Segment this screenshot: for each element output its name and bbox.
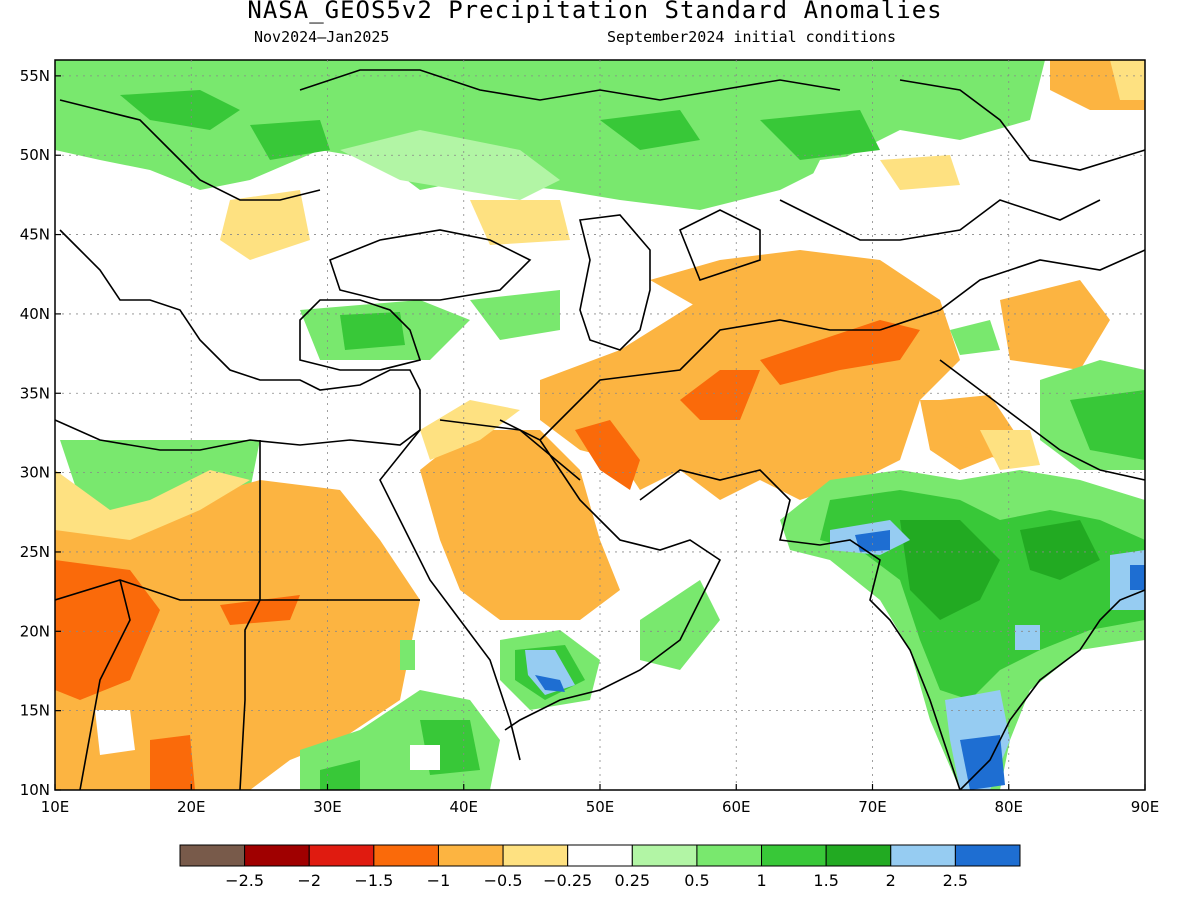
anomaly-wet-oman <box>640 580 720 670</box>
colorbar-label: 0.25 <box>614 871 650 890</box>
anomaly-wet-europe-core <box>250 120 330 160</box>
colorbar-label: −0.5 <box>484 871 523 890</box>
colorbar-swatch <box>179 844 246 867</box>
colorbar-swatch <box>437 844 504 867</box>
lon-tick-label: 80E <box>994 798 1023 816</box>
lat-tick-label: 10N <box>20 781 50 799</box>
anomaly-neutral-chad <box>95 710 135 755</box>
lon-tick-label: 30E <box>313 798 342 816</box>
anomaly-dry-central-asia <box>650 250 940 320</box>
lat-tick-label: 40N <box>20 305 50 323</box>
anomaly-wet-caspian <box>470 290 560 340</box>
anomaly-very-wet-bangladesh-core <box>1130 565 1145 590</box>
anomaly-very-wet-yemen <box>525 650 575 695</box>
anomaly-dry-ne-corner <box>1110 60 1145 100</box>
colorbar-swatch <box>373 844 439 867</box>
colorbar-swatch <box>567 844 633 867</box>
lat-tick-label: 15N <box>20 702 50 720</box>
anomaly-wet-india-deep <box>900 520 1000 620</box>
colorbar-label: −1 <box>427 871 451 890</box>
anomaly-wet-europe-core <box>120 90 240 130</box>
anomaly-neutral-ethiopia <box>410 745 440 770</box>
colorbar-label: 0.5 <box>684 871 709 890</box>
anomaly-dry-arabia <box>420 430 620 620</box>
forecast-period: Nov2024–Jan2025 <box>254 28 390 46</box>
lon-tick-label: 60E <box>722 798 751 816</box>
colorbar-label: −0.25 <box>543 871 592 890</box>
anomaly-wet-se-asia-core <box>1070 390 1145 460</box>
colorbar-label: 2.5 <box>943 871 968 890</box>
colorbar-swatch <box>696 844 763 867</box>
anomaly-drier-chad <box>150 735 195 790</box>
lat-tick-label: 25N <box>20 543 50 561</box>
anomaly-lightwet-europe <box>340 130 560 200</box>
anomaly-lightdry-nepal <box>980 430 1040 470</box>
lat-tick-label: 35N <box>20 384 50 402</box>
lon-tick-label: 90E <box>1131 798 1160 816</box>
anomaly-dry-ural <box>880 155 960 190</box>
colorbar-swatch <box>502 844 569 867</box>
anomaly-very-wet-gujarat-core <box>855 530 890 552</box>
anomaly-very-wet-central-india <box>1015 625 1040 650</box>
lat-tick-label: 20N <box>20 622 50 640</box>
anomaly-drier-chad <box>55 560 160 700</box>
lat-tick-label: 30N <box>20 464 50 482</box>
lon-tick-label: 40E <box>449 798 478 816</box>
anomaly-dry-sahara <box>55 470 420 790</box>
anomaly-drier-hindukush <box>760 320 920 385</box>
anomaly-wet-ethiopia-core <box>320 760 360 790</box>
colorbar-label: −2 <box>297 871 321 890</box>
anomaly-wet-india-deep <box>1020 520 1100 580</box>
colorbar-label: −1.5 <box>354 871 393 890</box>
anomaly-wet-europe <box>55 60 1045 210</box>
colorbar-swatch <box>954 844 1021 867</box>
anomaly-wet-tarim <box>950 320 1000 355</box>
colorbar-swatch <box>631 844 698 867</box>
lon-tick-label: 10E <box>41 798 70 816</box>
anomaly-drier-sudan <box>220 595 300 625</box>
colorbar-label: 1 <box>756 871 766 890</box>
anomaly-wet-nile <box>400 640 415 670</box>
lon-tick-label: 20E <box>177 798 206 816</box>
coastlines <box>55 69 1145 790</box>
colorbar-swatch <box>244 844 310 867</box>
lat-tick-label: 50N <box>20 146 50 164</box>
latitude-ticks: 10N 15N 20N 25N 30N 35N 40N 45N 50N 55N <box>20 67 61 799</box>
anomaly-lightdry-sahara <box>55 470 250 540</box>
lon-tick-label: 50E <box>586 798 615 816</box>
lat-tick-label: 55N <box>20 67 50 85</box>
anomaly-very-wet-yemen-core <box>535 675 565 692</box>
initial-conditions: September2024 initial conditions <box>607 28 896 46</box>
anomaly-dry-caucasus <box>470 200 570 245</box>
longitude-ticks: 10E 20E 30E 40E 50E 60E 70E 80E 90E <box>41 784 1160 816</box>
colorbar-label: 1.5 <box>813 871 838 890</box>
anomaly-field <box>55 60 1145 790</box>
anomaly-wet-libya <box>60 440 260 520</box>
anomaly-drier-afghanistan <box>680 370 760 420</box>
colorbar-swatch <box>825 844 892 867</box>
gridlines <box>55 60 1145 790</box>
chart-title: NASA_GEOS5v2 Precipitation Standard Anom… <box>247 0 943 24</box>
colorbar: −2.5 −2 −1.5 −1 −0.5 −0.25 0.25 0.5 1 1.5 2 2.5 <box>179 844 1021 890</box>
anomaly-wet-turkey-core <box>340 312 405 350</box>
lon-tick-label: 70E <box>858 798 887 816</box>
colorbar-swatch <box>308 844 375 867</box>
anomaly-dry-tarim <box>1000 280 1110 370</box>
anomaly-dry-balkans <box>220 190 310 260</box>
colorbar-label: −2.5 <box>225 871 264 890</box>
colorbar-swatch <box>761 844 827 867</box>
anomaly-very-wet-s-india-core <box>960 735 1005 790</box>
colorbar-label: 2 <box>886 871 896 890</box>
anomaly-wet-europe-core <box>760 110 880 160</box>
anomaly-wet-europe-core <box>600 110 700 150</box>
lat-tick-label: 45N <box>20 226 50 244</box>
colorbar-swatch <box>890 844 956 867</box>
anomaly-lightdry-arabia <box>420 400 520 460</box>
